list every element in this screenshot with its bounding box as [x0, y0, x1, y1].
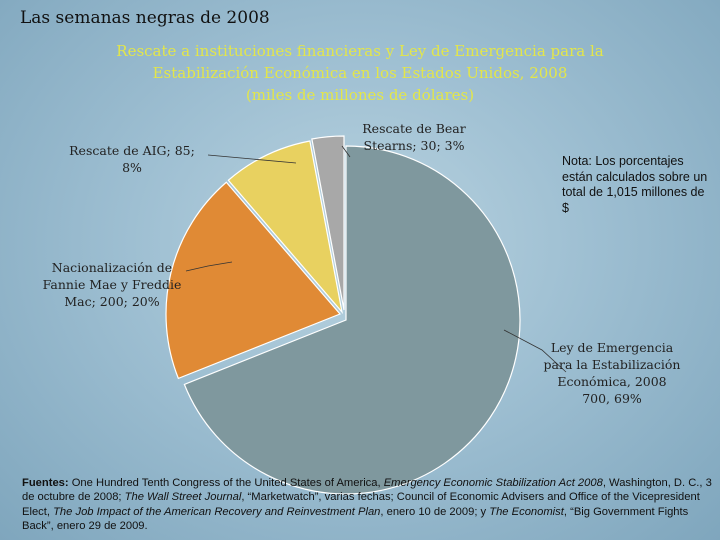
sources-title: The Wall Street Journal: [124, 491, 242, 504]
sources-text: , “Big Government Fights Back”, enero 29…: [22, 505, 689, 533]
pie-slice: [227, 140, 344, 315]
leader-line: [503, 329, 567, 373]
pie-slice: [311, 135, 345, 311]
leader-line: [341, 145, 351, 158]
slice-label: Ley de Emergencia para la Estabilización E…: [544, 340, 681, 406]
sources: Fuentes: One Hundred Tenth Congress of t…: [22, 476, 712, 534]
chart-title: Rescate a instituciones financieras y Le…: [60, 40, 660, 106]
page-title: Las semanas negras de 2008: [20, 8, 270, 28]
chart-title-line: Rescate a instituciones financieras y Le…: [116, 42, 604, 60]
leader-line: [185, 261, 233, 272]
sources-title: Emergency Economic Stabilization Act 200…: [383, 477, 603, 489]
sources-text: One Hundred Tenth Congress of the United…: [68, 477, 384, 489]
sources-text: , Washington, D. C., 3 de octubre de 200…: [22, 477, 712, 504]
chart-title-line: Estabilización Económica en los Estados …: [152, 64, 568, 82]
leader-line: [207, 154, 297, 164]
sources-title: The Job Impact of the American Recovery …: [53, 505, 381, 518]
slice-label: Rescate de Bear Stearns; 30; 3%: [362, 121, 465, 153]
chart-title-line: (miles de millones de dólares): [245, 86, 475, 104]
sources-text: , “Marketwatch”, varias fechas; Council …: [22, 491, 700, 518]
pie-slice: [165, 181, 342, 380]
sources-text: , enero 10 de 2009; y: [380, 505, 490, 518]
slice-label: Nacionalización de Fannie Mae y Freddie Ma…: [43, 260, 182, 309]
sources-label: Fuentes:: [22, 477, 69, 489]
sources-title: The Economist: [489, 505, 564, 518]
pie-slice: [183, 145, 521, 495]
chart-note: Nota: Los porcentajes están calculados s…: [562, 154, 708, 215]
slice-label: Rescate de AIG; 85; 8%: [69, 143, 195, 175]
